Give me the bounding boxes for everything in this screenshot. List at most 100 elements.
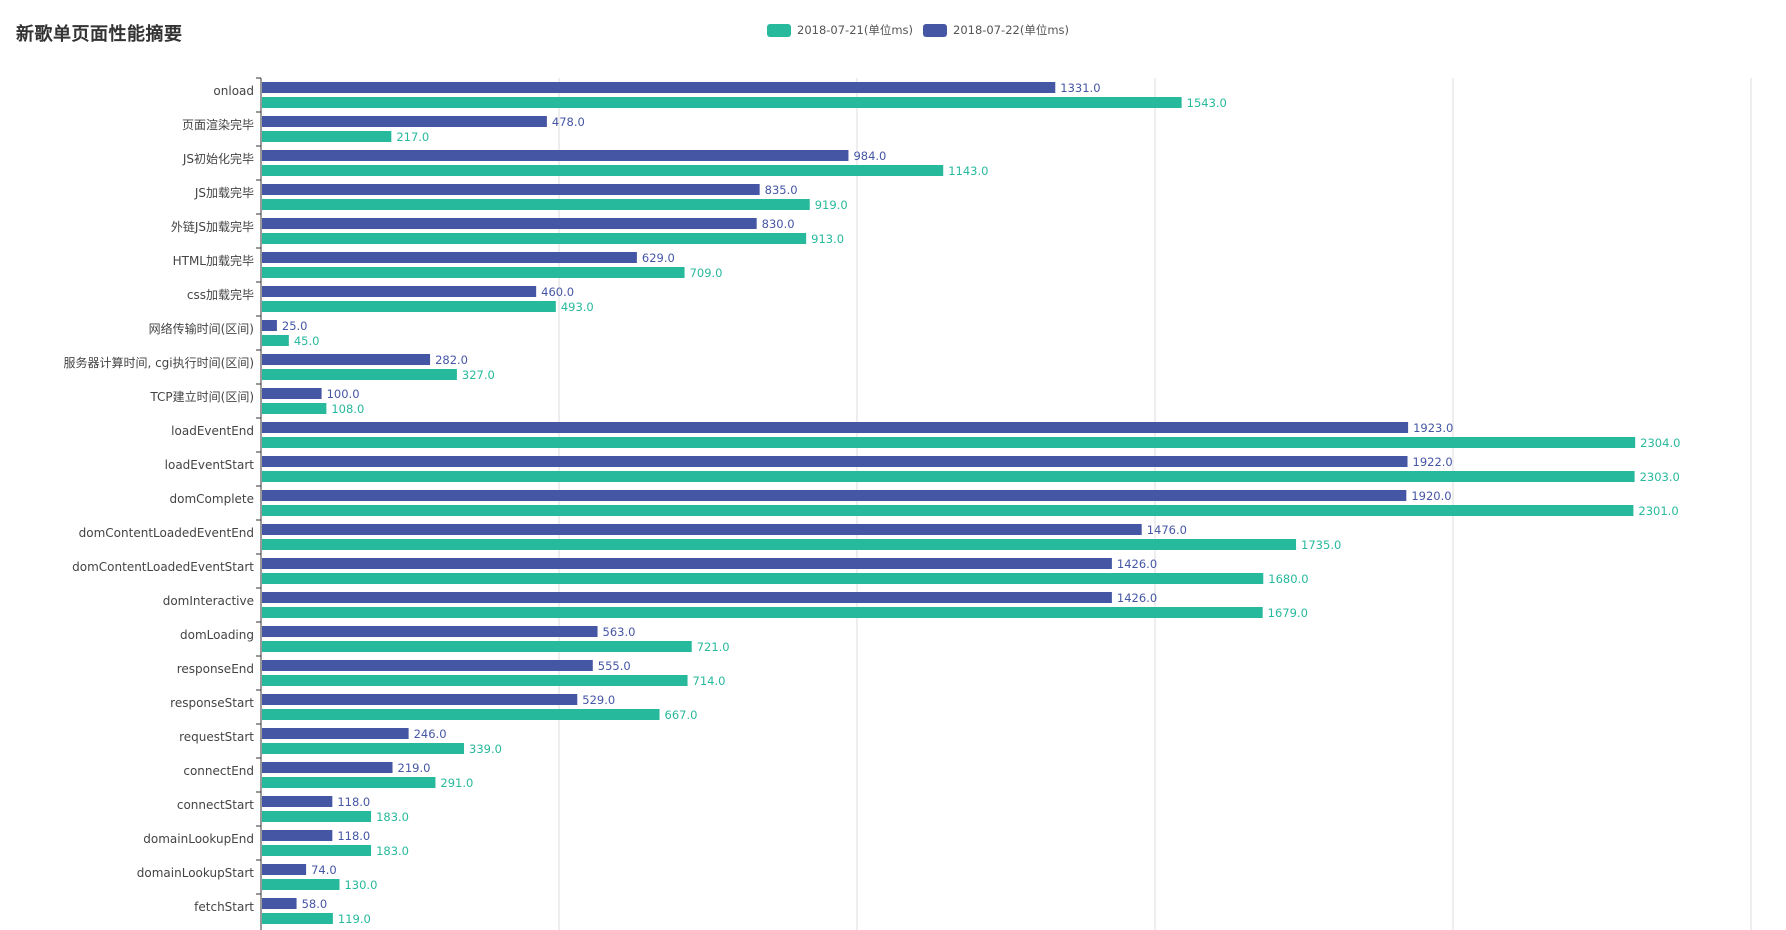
bar-series1 — [262, 573, 1264, 584]
bar-series2 — [262, 286, 537, 297]
bar-series1 — [262, 913, 333, 924]
data-label-series2: 460.0 — [541, 285, 574, 299]
y-tick-label: domComplete — [170, 492, 254, 506]
y-tick-label: 外链JS加载完毕 — [171, 219, 254, 234]
data-label-series1: 45.0 — [294, 334, 320, 348]
bar-series1 — [262, 403, 327, 414]
legend-swatch-series2 — [923, 23, 947, 37]
data-label-series2: 282.0 — [435, 353, 468, 367]
data-label-series1: 217.0 — [396, 130, 429, 144]
bar-series1 — [262, 539, 1297, 550]
data-label-series2: 1922.0 — [1413, 455, 1453, 469]
y-tick-label: domContentLoadedEventEnd — [79, 526, 254, 540]
bar-series1 — [262, 641, 692, 652]
data-label-series1: 493.0 — [561, 300, 594, 314]
y-tick-label: HTML加载完毕 — [173, 253, 254, 268]
legend-item-series2[interactable]: 2018-07-22(单位ms) — [923, 22, 1069, 38]
y-tick-label: domLoading — [180, 628, 254, 642]
data-label-series1: 2303.0 — [1640, 470, 1680, 484]
bar-series2 — [262, 796, 333, 807]
bar-series1 — [262, 471, 1635, 482]
bar-series2 — [262, 150, 849, 161]
data-label-series1: 2304.0 — [1640, 436, 1680, 450]
data-label-series1: 919.0 — [815, 198, 848, 212]
y-tick-label: 服务器计算时间, cgi执行时间(区间) — [63, 355, 254, 370]
data-label-series2: 1923.0 — [1413, 421, 1453, 435]
bar-series2 — [262, 82, 1056, 93]
y-tick-label: loadEventStart — [165, 458, 255, 472]
bar-series2 — [262, 116, 547, 127]
data-label-series2: 1331.0 — [1060, 81, 1100, 95]
bar-series2 — [262, 320, 277, 331]
data-label-series1: 2301.0 — [1638, 504, 1678, 518]
data-label-series2: 835.0 — [765, 183, 798, 197]
data-label-series1: 291.0 — [440, 776, 473, 790]
y-tick-label: requestStart — [179, 730, 254, 744]
bar-series2 — [262, 456, 1408, 467]
y-tick-label: responseEnd — [177, 662, 254, 676]
y-tick-label: onload — [213, 84, 254, 98]
data-label-series2: 1426.0 — [1117, 591, 1157, 605]
y-tick-label: loadEventEnd — [171, 424, 254, 438]
bar-series1 — [262, 131, 392, 142]
y-tick-label: domainLookupEnd — [143, 832, 254, 846]
bar-series2 — [262, 592, 1112, 603]
data-label-series1: 1143.0 — [948, 164, 988, 178]
data-label-series1: 119.0 — [338, 912, 371, 926]
bar-series1 — [262, 301, 556, 312]
bar-series1 — [262, 335, 289, 346]
bar-series1 — [262, 165, 944, 176]
data-label-series2: 555.0 — [598, 659, 631, 673]
bar-series2 — [262, 728, 409, 739]
data-label-series1: 183.0 — [376, 810, 409, 824]
y-tick-label: responseStart — [170, 696, 254, 710]
legend-item-series1[interactable]: 2018-07-21(单位ms) — [767, 22, 913, 38]
y-tick-label: JS加载完毕 — [194, 185, 254, 200]
bar-series1 — [262, 199, 810, 210]
data-label-series1: 1735.0 — [1301, 538, 1341, 552]
data-label-series2: 1476.0 — [1147, 523, 1187, 537]
data-label-series2: 478.0 — [552, 115, 585, 129]
bar-series2 — [262, 524, 1142, 535]
data-label-series1: 1680.0 — [1268, 572, 1308, 586]
y-tick-label: 页面渲染完毕 — [182, 117, 254, 132]
bar-series2 — [262, 830, 333, 841]
data-label-series2: 118.0 — [337, 829, 370, 843]
data-labels: 1331.0 1543.0 478.0 217.0 984.0 1143.0 835.0 91… — [282, 81, 1681, 926]
data-label-series1: 714.0 — [693, 674, 726, 688]
y-tick-label: connectEnd — [183, 764, 254, 778]
data-label-series2: 984.0 — [853, 149, 886, 163]
bar-series1 — [262, 811, 372, 822]
bar-series1 — [262, 845, 372, 856]
page-title: 新歌单页面性能摘要 — [16, 24, 183, 45]
bar-series2 — [262, 490, 1407, 501]
data-label-series1: 667.0 — [665, 708, 698, 722]
data-label-series2: 563.0 — [603, 625, 636, 639]
data-label-series1: 183.0 — [376, 844, 409, 858]
bar-series2 — [262, 218, 757, 229]
data-label-series1: 721.0 — [697, 640, 730, 654]
data-label-series2: 830.0 — [762, 217, 795, 231]
bar-series1 — [262, 675, 688, 686]
bar-series1 — [262, 777, 436, 788]
data-label-series2: 100.0 — [327, 387, 360, 401]
data-label-series2: 1920.0 — [1411, 489, 1451, 503]
bar-series1 — [262, 267, 685, 278]
bar-series2 — [262, 762, 393, 773]
bar-series2 — [262, 558, 1112, 569]
bar-series1 — [262, 879, 340, 890]
bar-series2 — [262, 184, 760, 195]
bar-series1 — [262, 607, 1263, 618]
bar-series1 — [262, 709, 660, 720]
data-label-series2: 629.0 — [642, 251, 675, 265]
y-tick-label: css加载完毕 — [187, 287, 254, 302]
bar-series2 — [262, 898, 297, 909]
data-label-series2: 74.0 — [311, 863, 337, 877]
bar-series2 — [262, 660, 593, 671]
data-label-series2: 58.0 — [302, 897, 328, 911]
data-label-series1: 130.0 — [344, 878, 377, 892]
data-label-series1: 1543.0 — [1187, 96, 1227, 110]
bar-series1 — [262, 97, 1182, 108]
data-label-series2: 25.0 — [282, 319, 308, 333]
